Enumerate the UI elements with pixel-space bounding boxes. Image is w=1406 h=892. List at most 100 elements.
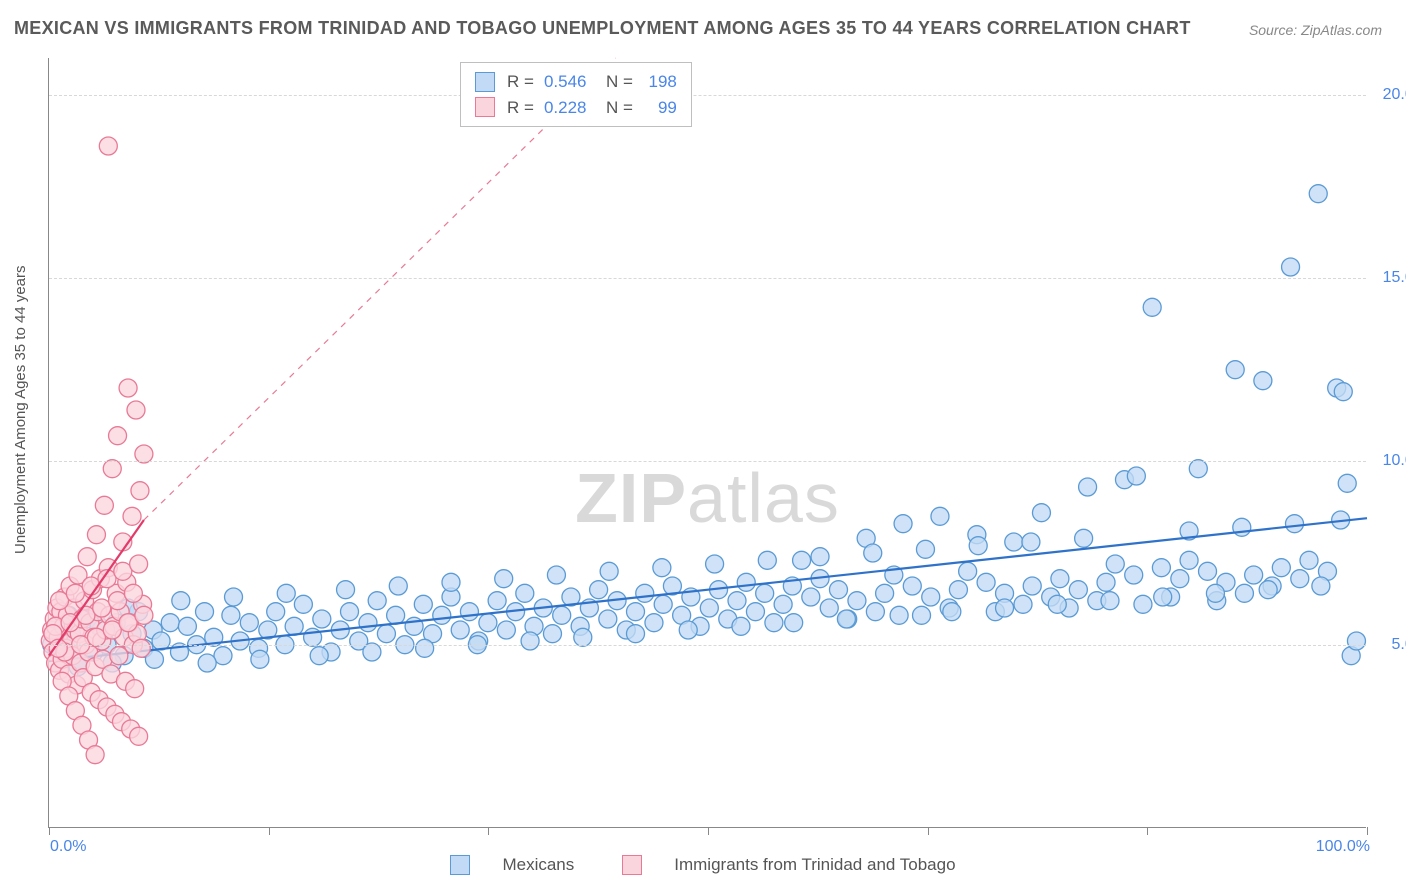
data-point-mexicans [590,581,608,599]
data-point-trinidad [130,555,148,573]
data-point-mexicans [913,606,931,624]
data-point-mexicans [267,603,285,621]
data-point-mexicans [310,647,328,665]
data-point-mexicans [543,625,561,643]
data-point-mexicans [1206,584,1224,602]
data-point-mexicans [811,548,829,566]
chart-svg [49,58,1366,827]
data-point-mexicans [251,650,269,668]
legend-R-value: 0.228 [544,95,596,121]
y-axis-title: Unemployment Among Ages 35 to 44 years [12,140,29,680]
data-point-mexicans [645,614,663,632]
data-point-mexicans [728,592,746,610]
data-point-mexicans [451,621,469,639]
data-point-mexicans [732,617,750,635]
data-point-mexicans [876,584,894,602]
data-point-mexicans [497,621,515,639]
x-axis-end-label: 100.0% [1316,838,1370,856]
data-point-mexicans [313,610,331,628]
correlation-legend: R =0.546N =198R =0.228N =99 [460,62,692,127]
data-point-mexicans [547,566,565,584]
data-point-mexicans [1127,467,1145,485]
data-point-mexicans [802,588,820,606]
data-point-mexicans [225,588,243,606]
data-point-mexicans [756,584,774,602]
data-point-mexicans [178,617,196,635]
y-tick-label: 5.0% [1392,636,1406,654]
legend-N-label: N = [606,95,633,121]
data-point-mexicans [389,577,407,595]
data-point-trinidad [119,379,137,397]
data-point-mexicans [1097,573,1115,591]
data-point-mexicans [341,603,359,621]
data-point-mexicans [949,581,967,599]
data-point-mexicans [706,555,724,573]
data-point-mexicans [737,573,755,591]
x-tick [1367,827,1368,835]
data-point-mexicans [1143,298,1161,316]
data-point-mexicans [996,599,1014,617]
data-point-mexicans [1032,504,1050,522]
data-point-trinidad [103,460,121,478]
data-point-mexicans [377,625,395,643]
data-point-mexicans [931,507,949,525]
data-point-mexicans [240,614,258,632]
data-point-mexicans [1075,529,1093,547]
data-point-mexicans [1048,595,1066,613]
legend-swatch [475,72,495,92]
data-point-mexicans [1226,361,1244,379]
data-point-mexicans [627,625,645,643]
data-point-mexicans [553,606,571,624]
data-point-trinidad [78,548,96,566]
source-label: Source: ZipAtlas.com [1249,22,1382,38]
data-point-mexicans [198,654,216,672]
data-point-mexicans [653,559,671,577]
data-point-mexicans [337,581,355,599]
data-point-mexicans [521,632,539,650]
data-point-mexicans [161,614,179,632]
data-point-mexicans [222,606,240,624]
data-point-mexicans [894,515,912,533]
data-point-mexicans [1171,570,1189,588]
x-tick [49,827,50,835]
data-point-trinidad [123,507,141,525]
data-point-trinidad [126,680,144,698]
regression-ext-trinidad [144,58,616,520]
data-point-mexicans [1134,595,1152,613]
data-point-mexicans [1347,632,1365,650]
data-point-mexicans [1254,372,1272,390]
data-point-mexicans [864,544,882,562]
y-tick-label: 10.0% [1383,452,1406,470]
data-point-mexicans [758,551,776,569]
data-point-mexicans [746,603,764,621]
data-point-trinidad [135,445,153,463]
y-tick-label: 15.0% [1383,269,1406,287]
data-point-mexicans [820,599,838,617]
data-point-mexicans [1069,581,1087,599]
legend-swatch [475,97,495,117]
x-tick [1147,827,1148,835]
data-point-mexicans [1245,566,1263,584]
x-tick [488,827,489,835]
data-point-mexicans [442,573,460,591]
legend-row-mexicans: R =0.546N =198 [475,69,677,95]
x-tick [708,827,709,835]
data-point-mexicans [1235,584,1253,602]
data-point-mexicans [387,606,405,624]
data-point-mexicans [977,573,995,591]
data-point-mexicans [1014,595,1032,613]
data-point-mexicans [1312,577,1330,595]
data-point-mexicans [488,592,506,610]
data-point-mexicans [1023,577,1041,595]
x-tick [269,827,270,835]
gridline [49,278,1366,279]
legend-swatch [622,855,642,875]
data-point-mexicans [1189,460,1207,478]
series-legend: MexicansImmigrants from Trinidad and Tob… [0,855,1406,880]
series-label: Immigrants from Trinidad and Tobago [674,855,955,875]
data-point-mexicans [793,551,811,569]
data-point-mexicans [495,570,513,588]
data-point-mexicans [837,610,855,628]
data-point-mexicans [196,603,214,621]
x-tick [928,827,929,835]
